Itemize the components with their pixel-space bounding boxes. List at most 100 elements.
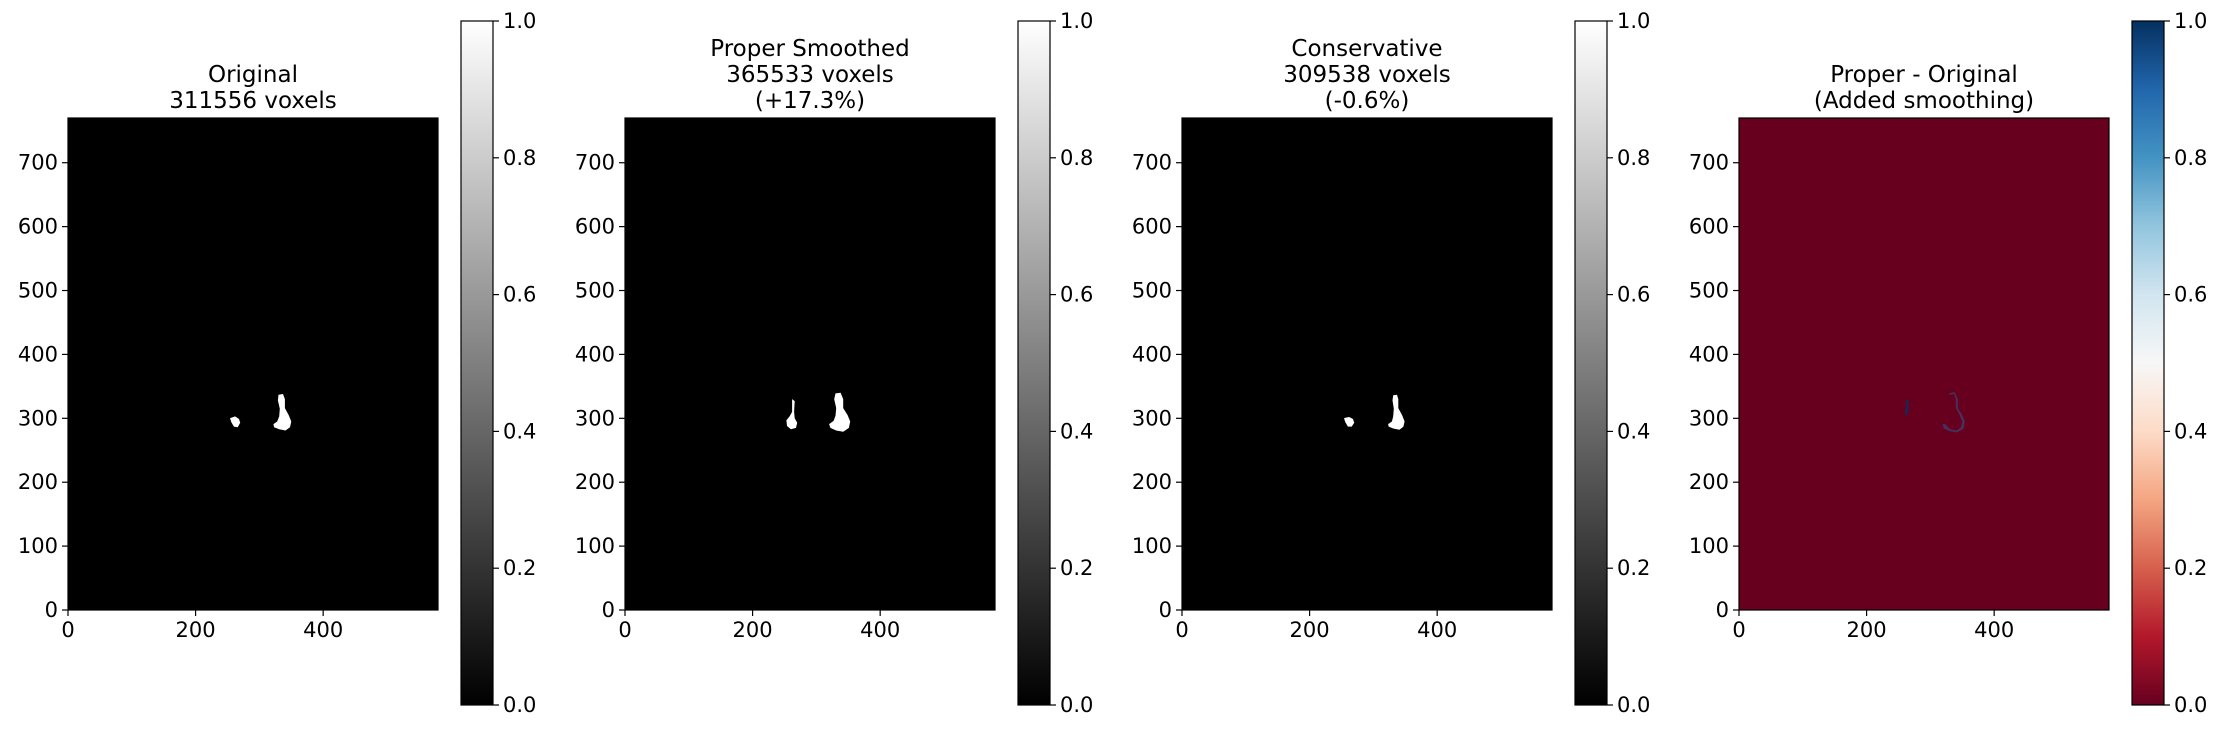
colorbar-tick-label: 0.0 <box>503 693 536 717</box>
colorbar-tick-label: 0.4 <box>2174 419 2207 443</box>
y-tick-label: 400 <box>575 342 615 366</box>
x-tick-label: 200 <box>1290 618 1330 642</box>
colorbar-tick-label: 0.6 <box>1617 283 1650 307</box>
region-added-stem <box>1904 399 1909 417</box>
y-tick-label: 500 <box>575 279 615 303</box>
colorbar-gradient <box>1018 21 1050 705</box>
colorbar-tick-label: 0.8 <box>503 146 536 170</box>
y-tick-label: 200 <box>1132 470 1172 494</box>
x-tick-label: 400 <box>303 618 343 642</box>
x-tick-label: 200 <box>1847 618 1887 642</box>
x-tick-label: 0 <box>61 618 74 642</box>
panel-title-line: 365533 voxels <box>726 62 894 88</box>
panel-title-line: (+17.3%) <box>755 88 865 114</box>
colorbar-gradient <box>1575 21 1607 705</box>
heatmap-image <box>625 118 995 610</box>
colorbar-tick-label: 0.0 <box>1060 693 1093 717</box>
colorbar-tick-label: 1.0 <box>1060 9 1093 33</box>
panel-title-line: (-0.6%) <box>1325 88 1410 114</box>
colorbar-tick-label: 0.4 <box>503 419 536 443</box>
colorbar: 0.0 0.2 0.4 0.6 0.8 1.0 <box>1017 9 1093 717</box>
y-tick-label: 400 <box>1132 342 1172 366</box>
y-tick-label: 200 <box>575 470 615 494</box>
x-tick-label: 400 <box>1417 618 1457 642</box>
y-tick-label: 700 <box>575 151 615 175</box>
panel-title-line: 311556 voxels <box>169 88 337 114</box>
region-small-region <box>786 399 798 430</box>
panel-title-line: Original <box>208 62 298 88</box>
y-tick-label: 600 <box>1689 215 1729 239</box>
colorbar-tick-label: 1.0 <box>2174 9 2207 33</box>
region-large-region <box>273 394 292 431</box>
y-tick-label: 500 <box>1132 279 1172 303</box>
x-tick-label: 0 <box>1175 618 1188 642</box>
panel-4: Proper - Original(Added smoothing) 0 200 40… <box>1689 9 2208 717</box>
colorbar-tick-label: 0.6 <box>2174 283 2207 307</box>
y-tick-label: 0 <box>1716 598 1729 622</box>
axes-frame <box>1181 117 1553 611</box>
colorbar-tick-label: 0.6 <box>1060 283 1093 307</box>
heatmap-image <box>1182 118 1552 610</box>
axes-frame <box>624 117 996 611</box>
y-tick-label: 0 <box>1159 598 1172 622</box>
y-tick-label: 300 <box>1689 406 1729 430</box>
x-tick-label: 0 <box>618 618 631 642</box>
colorbar-frame <box>1574 20 1608 706</box>
colorbar-tick-label: 0.2 <box>1060 556 1093 580</box>
x-tick-label: 200 <box>733 618 773 642</box>
y-tick-label: 600 <box>575 215 615 239</box>
y-tick-label: 200 <box>18 470 58 494</box>
colorbar-tick-label: 1.0 <box>503 9 536 33</box>
heatmap-image <box>68 118 438 610</box>
y-tick-label: 600 <box>1132 215 1172 239</box>
x-tick-label: 200 <box>176 618 216 642</box>
panel-title-line: 309538 voxels <box>1283 62 1451 88</box>
colorbar-tick-label: 0.0 <box>2174 693 2207 717</box>
y-tick-label: 100 <box>575 534 615 558</box>
colorbar-tick-label: 0.2 <box>503 556 536 580</box>
axes-frame <box>67 117 439 611</box>
colorbar-tick-label: 0.0 <box>1617 693 1650 717</box>
region-added-outline <box>1942 392 1965 433</box>
axes-frame <box>1738 117 2110 611</box>
colorbar: 0.0 0.2 0.4 0.6 0.8 1.0 <box>460 9 536 717</box>
heatmap-image <box>1739 118 2109 610</box>
y-tick-label: 700 <box>1689 151 1729 175</box>
y-tick-label: 300 <box>18 406 58 430</box>
y-tick-label: 400 <box>1689 342 1729 366</box>
colorbar-tick-label: 0.8 <box>1617 146 1650 170</box>
y-tick-label: 200 <box>1689 470 1729 494</box>
colorbar: 0.0 0.2 0.4 0.6 0.8 1.0 <box>2131 9 2207 717</box>
colorbar-tick-label: 1.0 <box>1617 9 1650 33</box>
y-tick-label: 400 <box>18 342 58 366</box>
colorbar-gradient <box>461 21 493 705</box>
colorbar-frame <box>1017 20 1051 706</box>
colorbar-tick-label: 0.8 <box>2174 146 2207 170</box>
x-tick-label: 0 <box>1732 618 1745 642</box>
panel-title-line: Proper Smoothed <box>710 36 910 62</box>
region-large-region <box>1388 394 1405 430</box>
y-tick-label: 100 <box>18 534 58 558</box>
y-tick-label: 600 <box>18 215 58 239</box>
y-tick-label: 700 <box>18 151 58 175</box>
y-tick-label: 300 <box>575 406 615 430</box>
colorbar-frame <box>2131 20 2165 706</box>
panel-title-line: Conservative <box>1291 36 1442 62</box>
y-tick-label: 0 <box>45 598 58 622</box>
colorbar-tick-label: 0.4 <box>1060 419 1093 443</box>
y-tick-label: 500 <box>1689 279 1729 303</box>
region-large-region <box>829 392 851 432</box>
region-small-region <box>230 416 241 428</box>
region-small-region <box>1344 417 1355 427</box>
y-tick-label: 500 <box>18 279 58 303</box>
panel-title-line: Proper - Original <box>1830 62 2018 88</box>
x-tick-label: 400 <box>1974 618 2014 642</box>
colorbar-tick-label: 0.6 <box>503 283 536 307</box>
